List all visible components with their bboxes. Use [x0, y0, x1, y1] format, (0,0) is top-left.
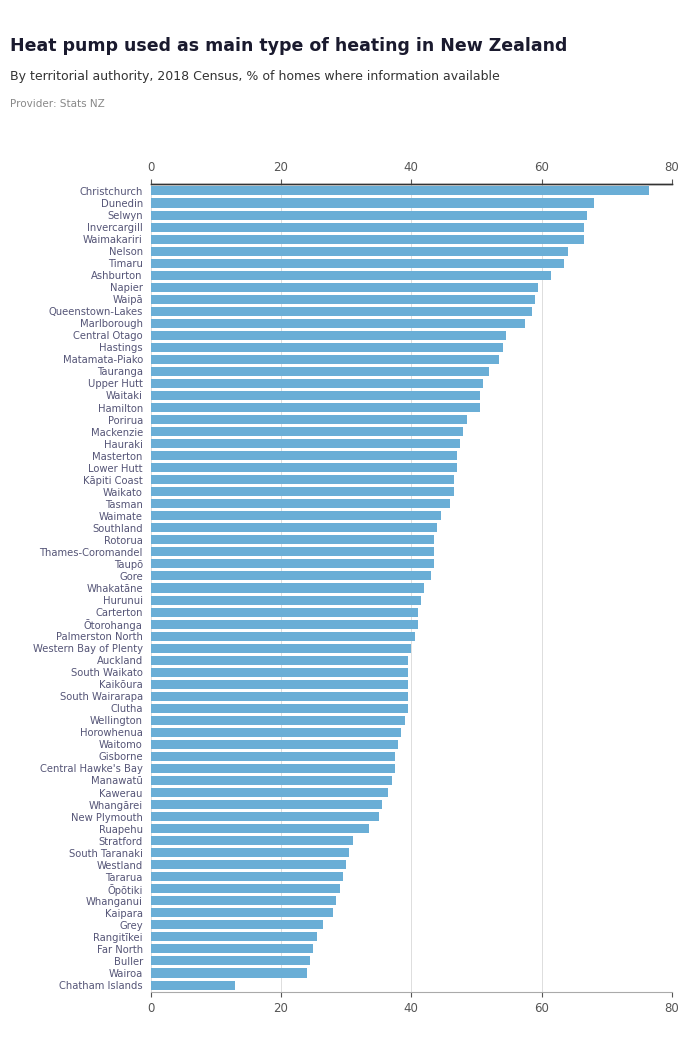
- Bar: [150, 944, 314, 953]
- Bar: [150, 487, 454, 497]
- Bar: [150, 452, 457, 460]
- Bar: [150, 644, 412, 653]
- Text: Heat pump used as main type of heating in New Zealand: Heat pump used as main type of heating i…: [10, 37, 568, 55]
- Bar: [150, 668, 408, 677]
- Bar: [150, 366, 489, 376]
- Bar: [150, 908, 333, 918]
- Bar: [150, 198, 594, 208]
- Bar: [150, 331, 506, 340]
- Bar: [150, 391, 480, 400]
- Bar: [150, 897, 336, 905]
- Bar: [150, 476, 454, 484]
- Bar: [150, 728, 402, 737]
- Bar: [150, 584, 424, 592]
- Bar: [150, 295, 535, 303]
- Text: figure.nz: figure.nz: [579, 24, 653, 40]
- Bar: [150, 608, 418, 616]
- Bar: [150, 379, 483, 388]
- Bar: [150, 258, 564, 268]
- Bar: [150, 860, 346, 869]
- Bar: [150, 679, 408, 689]
- Bar: [150, 571, 430, 581]
- Bar: [150, 223, 584, 232]
- Bar: [150, 884, 340, 894]
- Bar: [150, 234, 584, 244]
- Bar: [150, 427, 463, 436]
- Bar: [150, 692, 408, 700]
- Bar: [150, 499, 450, 508]
- Bar: [150, 655, 408, 665]
- Bar: [150, 704, 408, 713]
- Bar: [150, 523, 438, 532]
- Bar: [150, 536, 434, 544]
- Bar: [150, 716, 405, 724]
- Bar: [150, 187, 649, 195]
- Bar: [150, 403, 480, 412]
- Bar: [150, 836, 353, 845]
- Bar: [150, 848, 349, 857]
- Bar: [150, 415, 467, 424]
- Bar: [150, 463, 457, 472]
- Bar: [150, 282, 538, 292]
- Bar: [150, 740, 398, 749]
- Bar: [150, 776, 392, 785]
- Bar: [150, 824, 369, 833]
- Bar: [150, 932, 316, 942]
- Bar: [150, 547, 434, 557]
- Bar: [150, 921, 323, 929]
- Bar: [150, 800, 382, 810]
- Bar: [150, 307, 532, 316]
- Bar: [150, 439, 460, 448]
- Bar: [150, 632, 414, 640]
- Bar: [150, 620, 418, 629]
- Bar: [150, 271, 552, 279]
- Bar: [150, 812, 379, 821]
- Bar: [150, 343, 503, 352]
- Bar: [150, 210, 587, 219]
- Bar: [150, 873, 343, 881]
- Bar: [150, 595, 421, 605]
- Text: Provider: Stats NZ: Provider: Stats NZ: [10, 99, 105, 109]
- Bar: [150, 752, 395, 761]
- Bar: [150, 355, 499, 364]
- Bar: [150, 957, 310, 966]
- Bar: [150, 247, 568, 255]
- Bar: [150, 319, 525, 328]
- Bar: [150, 560, 434, 568]
- Bar: [150, 968, 307, 978]
- Bar: [150, 511, 440, 521]
- Bar: [150, 764, 395, 773]
- Bar: [150, 788, 389, 797]
- Bar: [150, 981, 235, 989]
- Text: By territorial authority, 2018 Census, % of homes where information available: By territorial authority, 2018 Census, %…: [10, 70, 500, 83]
